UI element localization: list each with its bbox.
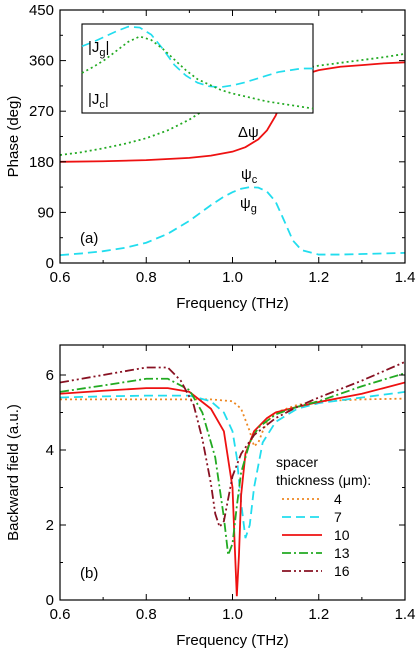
legend-entry-4: 4 [334, 491, 342, 507]
inset-label-0: |Jg| [88, 39, 109, 59]
legend-entry-10: 10 [334, 527, 350, 543]
inset-chart: |Jg||Jc| [81, 23, 314, 114]
annotation-text: ψ [240, 195, 251, 212]
y-tick-label: 360 [29, 53, 54, 70]
x-tick-label: 1.4 [395, 606, 416, 623]
x-tick-label: 1.0 [222, 606, 243, 623]
y-tick-label: 2 [46, 517, 54, 534]
inset-label-tail: | [106, 39, 110, 56]
x-axis-label: Frequency (THz) [176, 295, 289, 312]
inset-label-1: |Jc| [88, 91, 109, 111]
inset-frame [81, 23, 314, 114]
y-tick-label: 180 [29, 154, 54, 171]
panel-label: (b) [80, 565, 98, 582]
legend-title-line-0: spacer [276, 454, 318, 470]
x-tick-label: 0.8 [136, 269, 157, 286]
panel-label: (a) [80, 230, 98, 247]
inset-series-line-0 [81, 25, 313, 89]
panel-b-backward-field-chart: 0.6 0.8 1.0 1.2 1.4 0 2 4 6 Frequency (THz) Backwa… [5, 344, 416, 649]
panel-a-phase-chart: 0.6 0.8 1.0 1.2 1.4 0 90 180 270 360 450 Frequency … [5, 2, 415, 312]
y-tick-label: 0 [46, 592, 54, 609]
y-tick-label: 90 [37, 204, 54, 221]
x-tick-label: 1.0 [222, 269, 243, 286]
legend: spacer thickness (μm): 4 7 10 13 16 [276, 454, 371, 579]
series-line-16 [60, 361, 405, 529]
legend-title-line-1: thickness (μm): [276, 472, 371, 488]
inset-label-text: |J [88, 91, 99, 108]
series-annotation-1: Δψ [238, 124, 259, 141]
x-axis-label: Frequency (THz) [176, 632, 289, 649]
legend-entry-13: 13 [334, 545, 350, 561]
legend-entry-7: 7 [334, 509, 342, 525]
annotation-subscript: g [251, 203, 257, 215]
x-tick-label: 0.6 [50, 606, 71, 623]
annotation-text: ψ [241, 166, 252, 183]
y-tick-label: 270 [29, 103, 54, 120]
x-tick-label: 1.2 [308, 269, 329, 286]
inset-label-text: |J [88, 39, 99, 56]
series-line-7 [60, 390, 405, 539]
y-tick-label: 4 [46, 442, 54, 459]
y-tick-label: 450 [29, 2, 54, 19]
inset-label-tail: | [105, 91, 109, 108]
y-tick-label: 0 [46, 255, 54, 272]
y-tick-label: 6 [46, 367, 54, 384]
series-line-g [60, 186, 405, 257]
series-line-10 [60, 381, 405, 597]
series-annotation-0: ψc [241, 166, 258, 186]
x-tick-label: 1.2 [308, 606, 329, 623]
legend-entry-16: 16 [334, 563, 350, 579]
series-line-13 [60, 372, 405, 556]
inset-label-subscript: g [99, 47, 105, 59]
series-line-1 [60, 61, 405, 163]
inset-series-line-1 [81, 35, 314, 110]
series-annotation-2: ψg [240, 195, 257, 215]
annotation-subscript: c [252, 174, 258, 186]
y-axis-label: Backward field (a.u.) [5, 404, 22, 541]
annotation-text: Δψ [238, 124, 259, 141]
x-tick-label: 0.6 [50, 269, 71, 286]
inset-label-subscript: c [99, 99, 105, 111]
x-tick-label: 0.8 [136, 606, 157, 623]
y-axis-label: Phase (deg) [5, 96, 22, 178]
x-tick-label: 1.4 [395, 269, 416, 286]
series-line-4 [60, 397, 405, 448]
